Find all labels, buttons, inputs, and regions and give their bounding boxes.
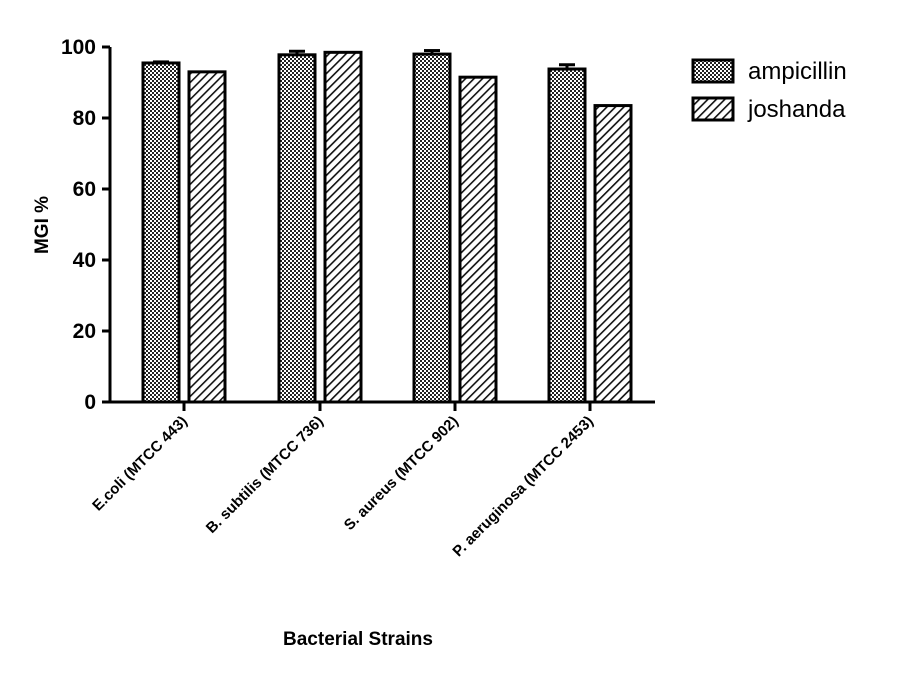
- y-axis-title: MGI %: [32, 196, 53, 254]
- bar-joshanda: [593, 104, 633, 404]
- bar-ampicillin: [412, 52, 452, 404]
- bar-ampicillin: [277, 53, 317, 404]
- legend-swatch-joshanda: [691, 96, 735, 122]
- bars-group: [141, 49, 633, 404]
- y-tick-label: 40: [73, 249, 96, 272]
- legend-swatch-ampicillin: [691, 58, 735, 84]
- y-ticks: 0 20 40 60 80 100: [61, 36, 110, 414]
- y-tick-label: 80: [73, 107, 96, 130]
- x-axis-title: Bacterial Strains: [283, 629, 433, 650]
- x-tick-label: B. subtilis (MTCC 736): [203, 413, 327, 537]
- y-tick-label: 20: [73, 320, 96, 343]
- bar-joshanda: [323, 50, 363, 404]
- bar-ampicillin: [547, 67, 587, 404]
- bar-joshanda: [458, 75, 498, 404]
- y-tick-label: 60: [73, 178, 96, 201]
- x-tick-label: S. aureus (MTCC 902): [341, 413, 462, 534]
- legend-label-joshanda: joshanda: [747, 96, 846, 123]
- bar-ampicillin: [141, 61, 181, 404]
- bar-joshanda: [187, 70, 227, 404]
- x-tick-label: P. aeruginosa (MTCC 2453): [449, 413, 596, 560]
- x-tick-label: E.coli (MTCC 443): [89, 413, 191, 515]
- x-ticks: E.coli (MTCC 443) B. subtilis (MTCC 736) S…: [89, 402, 597, 560]
- y-tick-label: 0: [84, 391, 96, 414]
- legend-label-ampicillin: ampicillin: [748, 58, 847, 85]
- legend: ampicillin joshanda: [691, 58, 847, 123]
- y-tick-label: 100: [61, 36, 96, 59]
